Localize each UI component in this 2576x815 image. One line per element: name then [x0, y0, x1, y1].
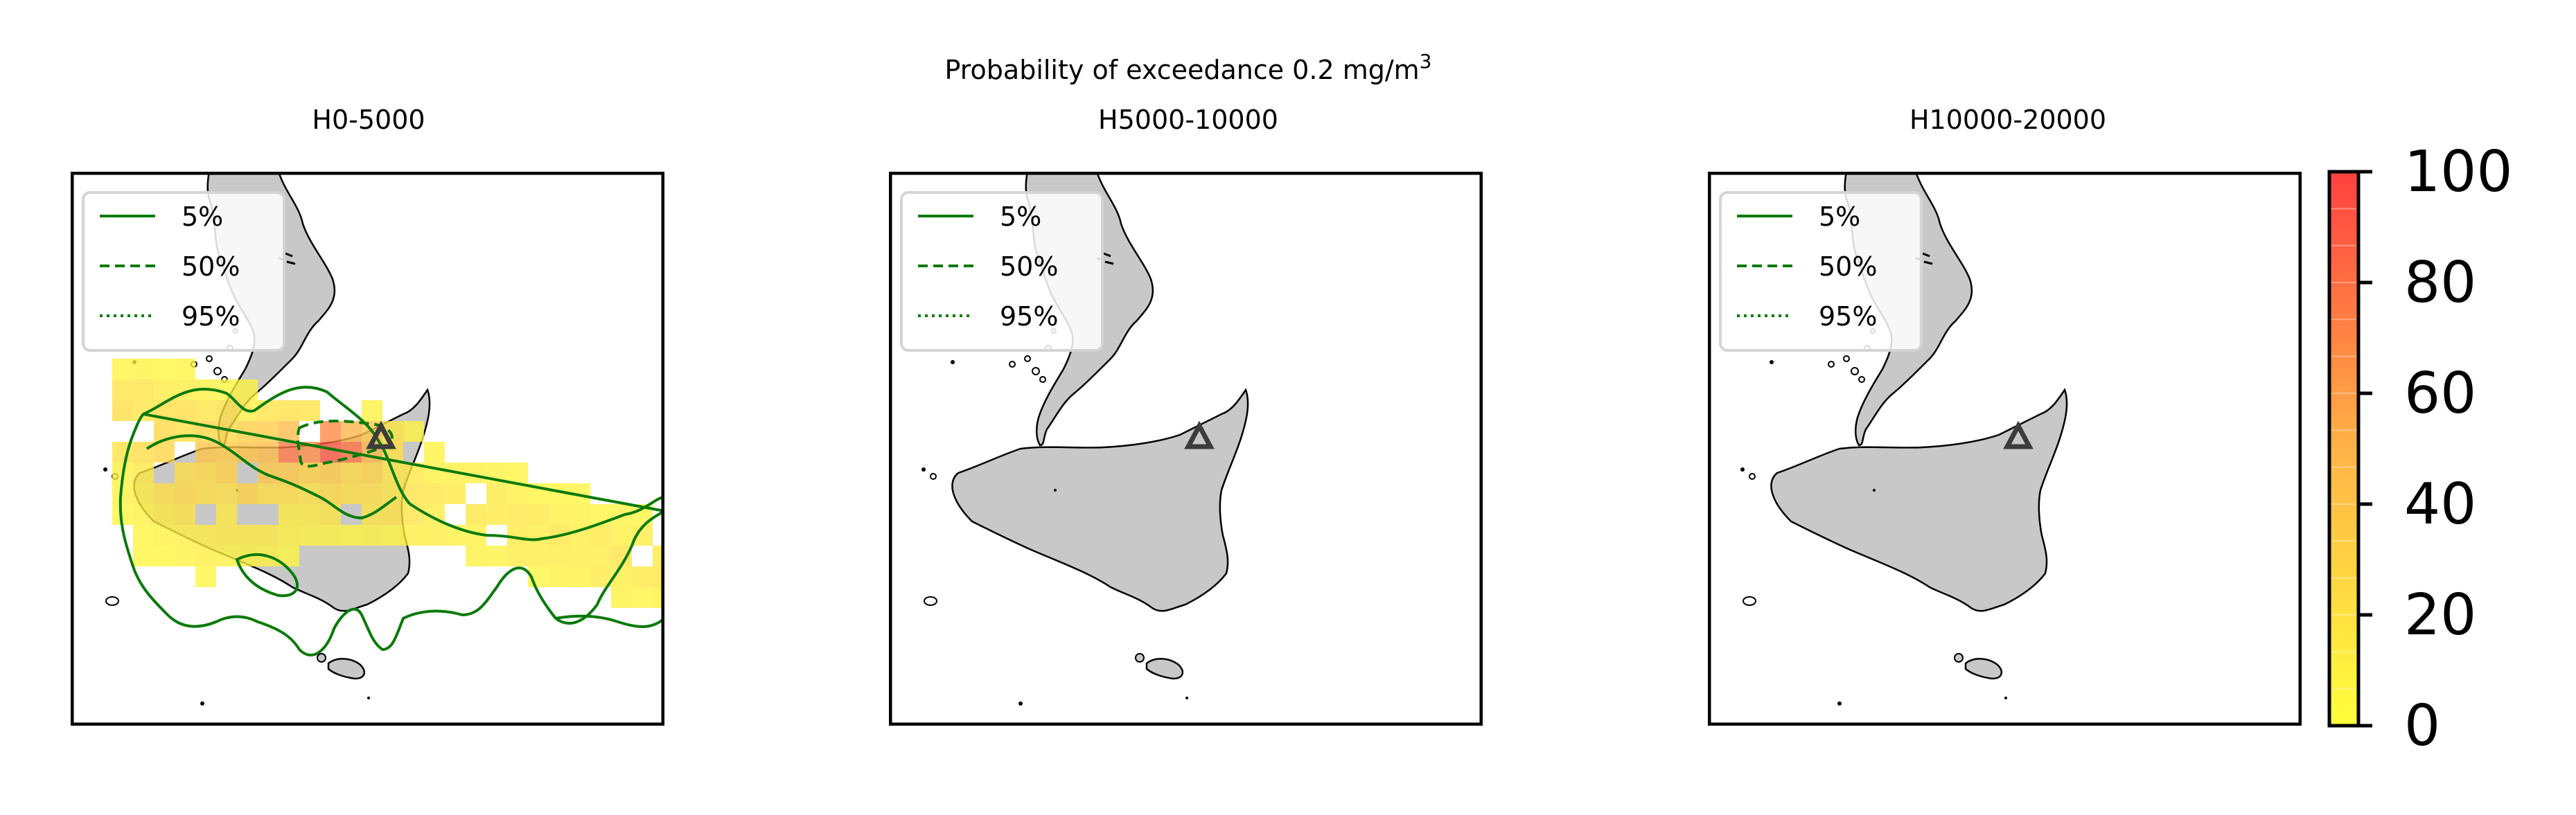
- legend-label-5pct: 5%: [1819, 201, 1860, 232]
- colorbar-ticks: 0 20 40 60 80 100: [2358, 139, 2513, 759]
- legend-label-95pct: 95%: [1819, 301, 1877, 332]
- vent-marker: [2003, 420, 2034, 449]
- panel-title: H5000-10000: [1098, 105, 1278, 135]
- panel-title: H10000-20000: [1909, 105, 2106, 135]
- legend: 5% 50% 95%: [900, 191, 1104, 352]
- vent-marker: [1184, 420, 1215, 449]
- colorbar-gradient: [2329, 172, 2358, 726]
- legend: 5% 50% 95%: [82, 191, 285, 352]
- panel-title: H0-5000: [312, 105, 425, 135]
- panel-h0-5000: H0-5000 5% 50% 95%: [71, 105, 664, 726]
- contour-50pct: [296, 420, 394, 468]
- colorbar-tick-label: 20: [2404, 582, 2476, 648]
- panel-h5000-10000: H5000-10000 5% 50% 95%: [889, 105, 1483, 726]
- legend-label-5pct: 5%: [182, 201, 223, 232]
- legend-label-50pct: 50%: [1819, 251, 1877, 282]
- legend-label-95pct: 95%: [182, 301, 240, 332]
- colorbar-tick-label: 80: [2404, 250, 2476, 316]
- colorbar-tick-label: 0: [2404, 693, 2440, 759]
- legend-label-50pct: 50%: [1000, 251, 1058, 282]
- colorbar-tick-label: 100: [2404, 139, 2513, 205]
- legend: 5% 50% 95%: [1719, 191, 1923, 352]
- colorbar: 0 20 40 60 80 100: [2327, 139, 2513, 759]
- colorbar-tick-label: 60: [2404, 361, 2476, 427]
- vent-marker: [366, 420, 396, 449]
- legend-label-95pct: 95%: [1000, 301, 1058, 332]
- figure-title: Probability of exceedance 0.2 mg/m3: [945, 50, 1432, 85]
- legend-label-50pct: 50%: [182, 251, 240, 282]
- legend-label-5pct: 5%: [1000, 201, 1041, 232]
- colorbar-tick-label: 40: [2404, 472, 2476, 537]
- panel-h10000-20000: H10000-20000 5% 50% 95%: [1708, 105, 2302, 726]
